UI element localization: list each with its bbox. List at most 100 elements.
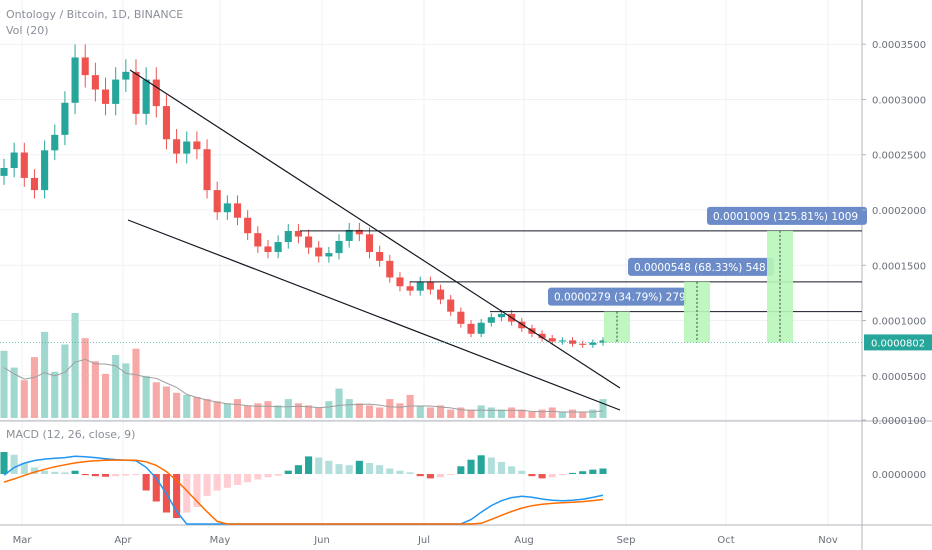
macd-histogram-bar — [30, 467, 39, 474]
candle — [406, 281, 414, 296]
macd-histogram-bar — [183, 474, 191, 513]
volume-bar — [30, 357, 39, 418]
macd-histogram-bar — [426, 474, 434, 479]
candle — [437, 284, 445, 305]
target-measurement[interactable]: 0.0000548 (68.33%) 548 — [628, 257, 774, 343]
macd-histogram-bar — [10, 454, 18, 474]
price-axis: 0.0003500 0.0003000 0.0002500 0.0002000 0.00… — [0, 40, 932, 481]
macd-histogram-bar — [589, 469, 597, 474]
macd-histogram-bar — [508, 466, 516, 474]
volume-bar — [294, 403, 302, 418]
time-tick-label: Apr — [114, 535, 132, 546]
time-tick-label: Oct — [717, 535, 734, 546]
volume-bar — [325, 401, 333, 418]
candle — [61, 91, 69, 146]
price-tick-label: 0.0000100 — [872, 416, 926, 427]
macd-histogram-bar — [355, 460, 363, 474]
time-tick-label: Aug — [514, 535, 534, 546]
macd-histogram-bar — [61, 472, 69, 474]
candle — [548, 334, 556, 345]
macd-histogram-bar — [264, 474, 272, 478]
macd-histogram-bar — [223, 474, 231, 488]
volume-bar — [223, 403, 231, 418]
candle — [203, 139, 211, 199]
macd-histogram-bar — [447, 474, 455, 476]
macd-histogram-bar — [497, 461, 506, 474]
macd-histogram-bar — [71, 470, 79, 474]
volume-bar — [10, 367, 18, 418]
candle — [264, 240, 272, 259]
volume-bar — [426, 407, 434, 418]
candle — [173, 129, 181, 164]
symbol-title[interactable]: Ontology / Bitcoin, 1D, BINANCE — [6, 8, 183, 21]
target-measurement[interactable]: 0.0000279 (34.79%) 279 — [548, 287, 686, 343]
upper-wedge-line[interactable] — [129, 69, 621, 389]
candle — [568, 337, 577, 347]
candle — [396, 272, 404, 292]
macd-histogram-bar — [406, 472, 414, 474]
candle — [101, 77, 110, 116]
lower-wedge-line[interactable] — [127, 219, 621, 411]
price-tick-label: 0.0001000 — [872, 317, 926, 328]
volume-bar — [447, 409, 455, 418]
candle — [345, 222, 353, 248]
volume-bar — [173, 392, 181, 418]
macd-histogram-bar — [294, 465, 302, 474]
volume-bar — [579, 411, 587, 418]
candle — [152, 67, 160, 118]
macd-histogram-bar — [244, 474, 252, 483]
macd-histogram-bar — [518, 470, 526, 474]
volume-bar — [548, 407, 556, 418]
candle — [355, 222, 363, 242]
price-tick-label: 0.0003000 — [872, 95, 926, 106]
volume-bar — [183, 394, 191, 418]
volume-bar — [81, 338, 89, 418]
last-price-value: 0.0000802 — [871, 338, 925, 349]
candle — [112, 67, 120, 116]
volume-bar — [203, 399, 211, 418]
volume-bar — [162, 386, 170, 418]
candle — [589, 339, 597, 348]
macd-histogram-bar — [142, 474, 150, 491]
volume-indicator-label[interactable]: Vol (20) — [6, 24, 49, 37]
target-measurement[interactable]: 0.0001009 (125.81%) 1009 — [707, 206, 867, 343]
candle — [426, 276, 434, 295]
volume-bar — [193, 397, 201, 418]
candle — [193, 131, 201, 160]
volume-bar — [386, 399, 394, 418]
candle — [579, 340, 587, 348]
candle — [294, 223, 302, 244]
candle — [416, 276, 424, 296]
macd-indicator-label[interactable]: MACD (12, 26, close, 9) — [6, 428, 135, 441]
time-tick-label: Mar — [13, 535, 33, 546]
volume-bar — [20, 380, 28, 418]
volume-bar — [508, 407, 516, 418]
volume-bar — [132, 348, 140, 418]
target-label: 0.0000279 (34.79%) 279 — [554, 292, 686, 304]
candlestick-series — [0, 44, 607, 348]
candle — [325, 246, 333, 263]
candle — [254, 226, 262, 253]
macd-histogram-bar — [477, 455, 485, 474]
volume-bar — [233, 399, 242, 418]
macd-histogram-bar — [538, 474, 546, 479]
macd-histogram-bar — [233, 474, 242, 485]
volume-bar — [41, 331, 49, 418]
macd-histogram-bar — [457, 466, 465, 474]
candle — [457, 307, 465, 328]
candle — [599, 337, 607, 346]
candle — [132, 59, 140, 125]
candle — [487, 313, 495, 327]
time-tick-label: May — [210, 535, 231, 546]
target-label: 0.0001009 (125.81%) 1009 — [713, 211, 858, 223]
volume-bar — [558, 411, 566, 418]
candle — [91, 62, 99, 102]
macd-histogram-bar — [416, 474, 424, 477]
volume-bar — [71, 313, 79, 418]
volume-bar — [365, 405, 374, 418]
price-tick-label: 0.0003500 — [872, 40, 926, 51]
macd-histogram-bar — [81, 474, 89, 476]
volume-bar — [528, 411, 536, 418]
macd-histogram-bar — [122, 474, 130, 476]
